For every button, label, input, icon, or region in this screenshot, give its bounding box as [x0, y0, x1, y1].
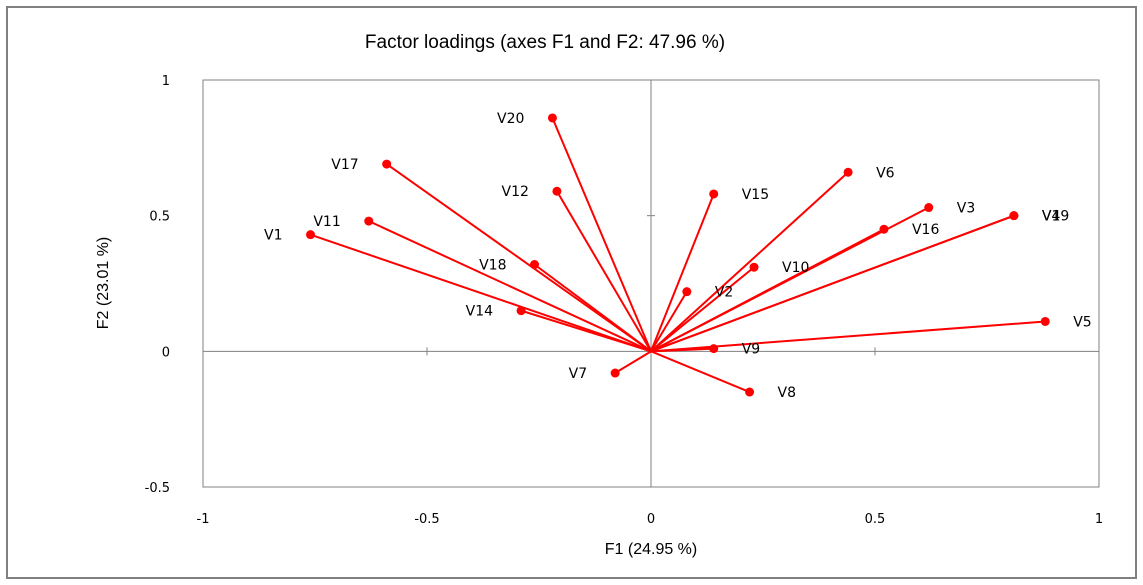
y-tick-label: 1 [162, 74, 170, 89]
x-tick-label: -1 [197, 512, 210, 527]
loading-point-v18 [530, 260, 540, 270]
loading-vector-v20 [551, 117, 652, 352]
loading-vector-v15 [650, 193, 715, 352]
loading-vector-v1 [310, 233, 652, 353]
loading-vectors [310, 117, 1046, 393]
loading-vector-v9 [650, 347, 714, 353]
loading-vector-v10 [650, 266, 755, 353]
point-label-v20: V20 [497, 111, 524, 127]
loading-point-v3 [924, 203, 934, 213]
loading-point-v6 [843, 167, 853, 177]
loading-vector-v8 [650, 350, 750, 393]
loading-vector-v19 [650, 214, 1015, 353]
loading-points [306, 113, 1050, 397]
point-label-v1: V1 [264, 228, 282, 244]
point-label-v15: V15 [742, 187, 769, 203]
loading-vector-v14 [520, 309, 652, 353]
loading-point-v5 [1040, 316, 1050, 326]
point-label-v2: V2 [715, 285, 733, 301]
x-tick-label: -0.5 [414, 512, 439, 527]
point-label-v3: V3 [957, 201, 975, 217]
y-tick-label: 0 [162, 345, 170, 360]
point-label-v11: V11 [313, 214, 340, 230]
loading-point-v9 [709, 344, 719, 354]
loading-point-v11 [364, 216, 374, 226]
loading-vector-v11 [368, 220, 652, 353]
point-label-v4: V4 [1042, 209, 1061, 225]
chart-title: Factor loadings (axes F1 and F2: 47.96 %… [365, 32, 725, 53]
loading-point-v20 [547, 113, 557, 123]
loading-point-v17 [382, 159, 392, 169]
y-tick-label: 0.5 [149, 210, 170, 225]
tick-labels: -1 -0.5 0 0.5 1 -0.5 0 0.5 1 [145, 74, 1104, 527]
point-label-v14: V14 [466, 304, 493, 320]
point-label-v18: V18 [479, 258, 506, 274]
loading-vector-v2 [650, 291, 688, 352]
loading-point-v2 [682, 287, 692, 297]
point-label-v7: V7 [569, 366, 587, 382]
loading-point-v10 [749, 262, 759, 272]
point-label-v10: V10 [782, 260, 809, 276]
point-label-v9: V9 [742, 342, 760, 358]
point-label-v6: V6 [876, 165, 895, 181]
loading-point-v19 [1009, 211, 1019, 221]
axes-layer [202, 79, 1100, 488]
point-label-v17: V17 [331, 157, 358, 173]
loading-point-v14 [516, 306, 526, 316]
loading-vector-v12 [556, 190, 652, 352]
loading-vector-v17 [386, 163, 652, 353]
loading-vector-v7 [614, 350, 652, 374]
point-label-v8: V8 [778, 385, 796, 401]
x-tick-label: 0.5 [865, 512, 886, 527]
x-tick-label: 0 [647, 512, 655, 527]
y-axis-title: F2 (23.01 %) [95, 237, 112, 329]
y-tick-label: -0.5 [145, 481, 170, 496]
point-label-v12: V12 [502, 184, 529, 200]
point-label-v5: V5 [1073, 314, 1091, 330]
loading-point-v16 [879, 224, 889, 234]
loading-vector-v18 [533, 263, 652, 353]
loading-point-v12 [552, 186, 562, 196]
loading-vector-v6 [650, 171, 849, 353]
loading-point-v1 [306, 230, 316, 240]
x-axis-title: F1 (24.95 %) [605, 541, 697, 558]
x-tick-label: 1 [1095, 512, 1103, 527]
point-label-v16: V16 [912, 222, 939, 238]
point-label-v19: V19 [1042, 209, 1069, 225]
loading-point-v7 [610, 368, 620, 378]
loading-vector-v16 [650, 228, 885, 353]
loading-point-v15 [709, 189, 719, 199]
loading-point-v8 [745, 387, 755, 397]
